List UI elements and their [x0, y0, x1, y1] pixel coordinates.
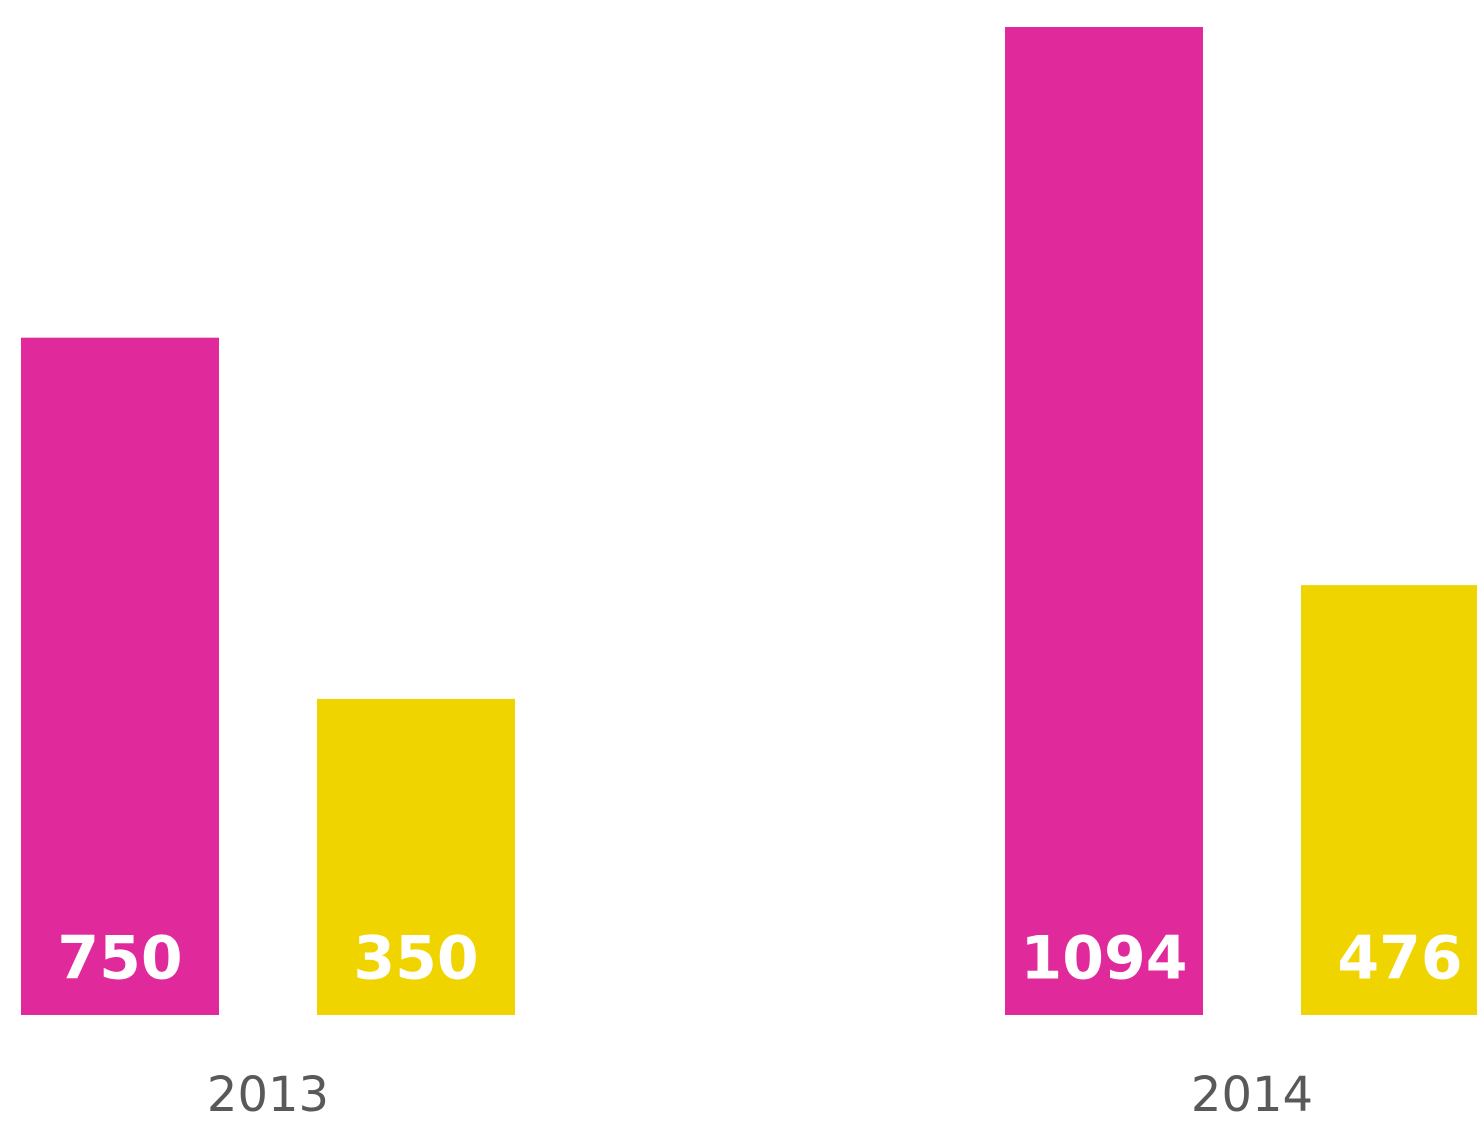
category-label: 2013 — [207, 1067, 329, 1121]
value-label: 1094 — [1021, 924, 1188, 994]
value-label: 750 — [57, 924, 182, 994]
bar — [1301, 585, 1477, 1015]
category-label: 2014 — [1191, 1067, 1313, 1121]
bar — [21, 337, 219, 1016]
bar — [317, 698, 515, 1015]
value-label: 350 — [353, 924, 478, 994]
value-label: 476 — [1337, 924, 1462, 994]
bar — [1005, 27, 1203, 1015]
